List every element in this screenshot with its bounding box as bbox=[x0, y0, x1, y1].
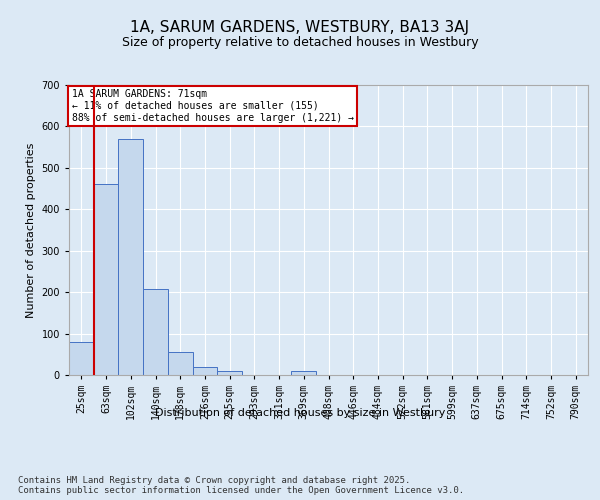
Text: Size of property relative to detached houses in Westbury: Size of property relative to detached ho… bbox=[122, 36, 478, 49]
Bar bbox=[217, 371, 242, 375]
Bar bbox=[94, 184, 118, 375]
Bar bbox=[143, 289, 168, 375]
Text: 1A, SARUM GARDENS, WESTBURY, BA13 3AJ: 1A, SARUM GARDENS, WESTBURY, BA13 3AJ bbox=[130, 20, 470, 35]
Text: 1A SARUM GARDENS: 71sqm
← 11% of detached houses are smaller (155)
88% of semi-d: 1A SARUM GARDENS: 71sqm ← 11% of detache… bbox=[71, 90, 353, 122]
Y-axis label: Number of detached properties: Number of detached properties bbox=[26, 142, 36, 318]
Bar bbox=[168, 352, 193, 375]
Text: Contains HM Land Registry data © Crown copyright and database right 2025.
Contai: Contains HM Land Registry data © Crown c… bbox=[18, 476, 464, 495]
Bar bbox=[69, 342, 94, 375]
Bar bbox=[118, 139, 143, 375]
Bar bbox=[193, 366, 217, 375]
Bar bbox=[292, 371, 316, 375]
Text: Distribution of detached houses by size in Westbury: Distribution of detached houses by size … bbox=[155, 408, 445, 418]
